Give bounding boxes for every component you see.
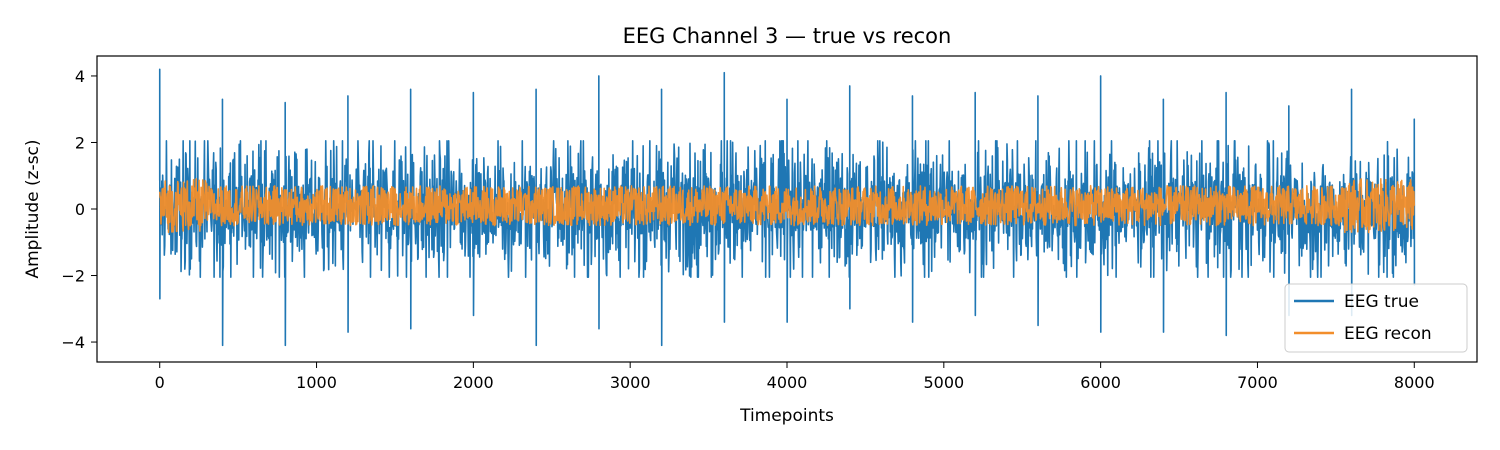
series-line-eeg-true	[158, 68, 1416, 347]
x-tick-label: 1000	[296, 373, 337, 392]
y-tick-label: 2	[75, 133, 85, 152]
y-tick-label: 4	[75, 67, 85, 86]
y-axis-label: Amplitude (z-sc)	[23, 139, 43, 278]
x-tick-label: 3000	[610, 373, 651, 392]
x-axis-label: Timepoints	[739, 406, 834, 426]
x-tick-label: 7000	[1237, 373, 1278, 392]
y-tick-label: −4	[61, 333, 85, 352]
x-tick-label: 2000	[453, 373, 494, 392]
x-tick-label: 6000	[1080, 373, 1121, 392]
legend-label-eeg-recon: EEG recon	[1344, 324, 1432, 344]
legend: EEG true EEG recon	[1284, 283, 1468, 353]
y-tick-label: −2	[61, 267, 85, 286]
x-tick-label: 0	[155, 373, 165, 392]
axes-ticks: 0 1000 2000 3000 4000 5000 6000 7000 8000 −4 −2 0 2 4	[61, 55, 1478, 392]
legend-label-eeg-true: EEG true	[1344, 292, 1419, 312]
x-tick-label: 8000	[1394, 373, 1435, 392]
x-tick-label: 4000	[767, 373, 808, 392]
chart-title: EEG Channel 3 — true vs recon	[623, 24, 952, 48]
y-tick-label: 0	[75, 200, 85, 219]
x-tick-label: 5000	[923, 373, 964, 392]
plot-area	[158, 68, 1416, 347]
series-line-eeg-recon	[158, 177, 1416, 234]
